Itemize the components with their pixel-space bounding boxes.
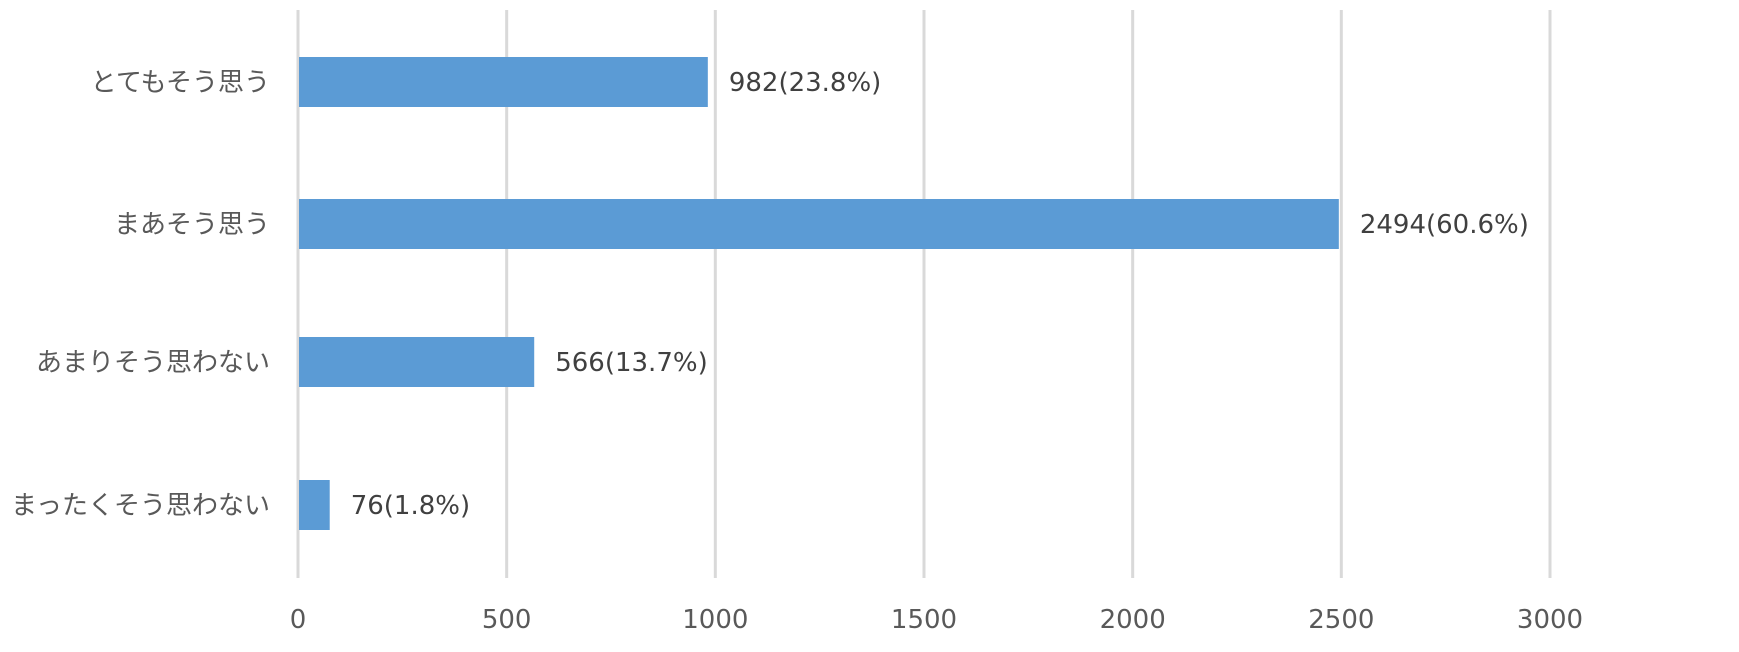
category-label-2: まあそう思う (114, 210, 270, 240)
bar-1 (299, 57, 708, 107)
x-tick-label-3000: 3000 (1517, 605, 1583, 635)
data-label-3: 566(13.7%) (555, 348, 708, 378)
bar-3 (299, 337, 535, 387)
x-tick-label-500: 500 (482, 605, 532, 635)
x-tick-label-2500: 2500 (1308, 605, 1374, 635)
category-label-3: あまりそう思わない (36, 348, 270, 378)
bar-2 (299, 199, 1339, 249)
x-tick-label-1000: 1000 (682, 605, 748, 635)
data-label-4: 76(1.8%) (351, 491, 470, 521)
category-label-4: まったくそう思わない (11, 491, 270, 521)
x-tick-label-1500: 1500 (891, 605, 957, 635)
x-tick-label-0: 0 (290, 605, 307, 635)
bars (299, 57, 1339, 530)
x-axis-tick-labels: 0 500 1000 1500 2000 2500 3000 (290, 605, 1583, 635)
data-labels: 982(23.8%) 2494(60.6%) 566(13.7%) 76(1.8%) (351, 68, 1529, 521)
data-label-2: 2494(60.6%) (1360, 210, 1529, 240)
bar-4 (299, 480, 330, 530)
data-label-1: 982(23.8%) (729, 68, 882, 98)
x-tick-label-2000: 2000 (1100, 605, 1166, 635)
category-label-1: とてもそう思う (91, 68, 270, 98)
